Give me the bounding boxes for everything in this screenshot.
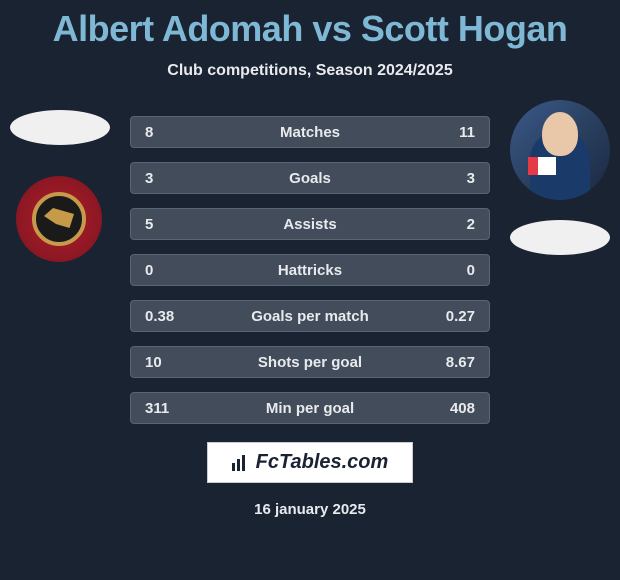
stat-right-value: 3 <box>435 170 475 187</box>
club-badge-inner <box>32 192 86 246</box>
logo-text: FcTables.com <box>256 451 389 474</box>
stat-label: Assists <box>185 216 435 233</box>
page-subtitle: Club competitions, Season 2024/2025 <box>0 62 620 80</box>
stat-left-value: 0 <box>145 262 185 279</box>
bar-chart-icon <box>232 455 252 471</box>
stat-left-value: 3 <box>145 170 185 187</box>
stat-label: Goals per match <box>185 308 435 325</box>
stat-right-value: 8.67 <box>435 354 475 371</box>
stat-label: Shots per goal <box>185 354 435 371</box>
player-left-club-badge <box>16 176 102 262</box>
stat-left-value: 311 <box>145 400 185 417</box>
avatar-card-icon <box>528 157 556 175</box>
content-area: 8 Matches 11 3 Goals 3 5 Assists 2 0 Hat… <box>0 100 620 424</box>
stat-right-value: 11 <box>435 124 475 141</box>
stat-right-value: 2 <box>435 216 475 233</box>
stat-row-matches: 8 Matches 11 <box>130 116 490 148</box>
page-title: Albert Adomah vs Scott Hogan <box>0 8 620 50</box>
stats-table: 8 Matches 11 3 Goals 3 5 Assists 2 0 Hat… <box>130 100 490 424</box>
logo: FcTables.com <box>232 451 389 474</box>
stat-left-value: 0.38 <box>145 308 185 325</box>
stat-left-value: 8 <box>145 124 185 141</box>
stat-right-value: 0.27 <box>435 308 475 325</box>
club-badge-bird-icon <box>44 208 74 228</box>
stat-row-goals-per-match: 0.38 Goals per match 0.27 <box>130 300 490 332</box>
stat-label: Min per goal <box>185 400 435 417</box>
stat-row-min-per-goal: 311 Min per goal 408 <box>130 392 490 424</box>
stat-row-assists: 5 Assists 2 <box>130 208 490 240</box>
player-right-club-badge-placeholder <box>510 220 610 255</box>
player-right-avatar <box>510 100 610 200</box>
date: 16 january 2025 <box>0 501 620 518</box>
stat-right-value: 0 <box>435 262 475 279</box>
stat-label: Matches <box>185 124 435 141</box>
header: Albert Adomah vs Scott Hogan Club compet… <box>0 0 620 80</box>
footer: FcTables.com 16 january 2025 <box>0 442 620 518</box>
stat-row-goals: 3 Goals 3 <box>130 162 490 194</box>
stat-row-hattricks: 0 Hattricks 0 <box>130 254 490 286</box>
player-left-avatar-placeholder <box>10 110 110 145</box>
stat-right-value: 408 <box>435 400 475 417</box>
stat-left-value: 10 <box>145 354 185 371</box>
avatar-face <box>542 112 578 156</box>
logo-box: FcTables.com <box>207 442 414 483</box>
stat-left-value: 5 <box>145 216 185 233</box>
stat-label: Goals <box>185 170 435 187</box>
stat-row-shots-per-goal: 10 Shots per goal 8.67 <box>130 346 490 378</box>
stat-label: Hattricks <box>185 262 435 279</box>
